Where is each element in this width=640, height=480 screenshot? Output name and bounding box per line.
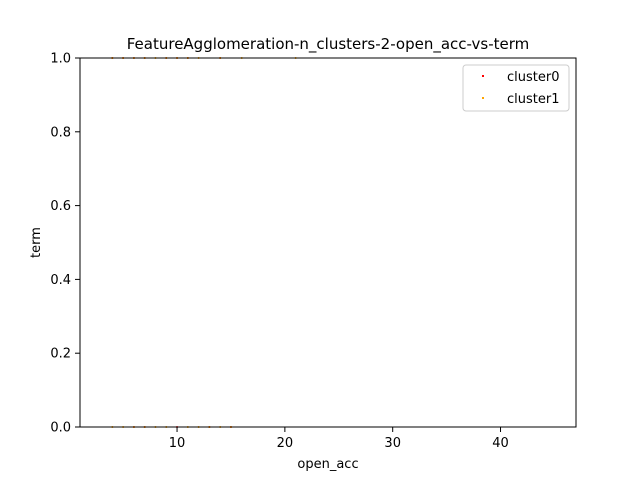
x-axis-ticks: 10 20 30 40 [169,427,509,451]
x-tick-label-20: 20 [277,436,294,451]
x-tick-label-30: 30 [384,436,401,451]
y-tick-label-4: 0.8 [50,125,71,140]
legend-box [462,64,570,112]
plot-frame [79,57,577,428]
y-tick-label-3: 0.6 [50,199,71,214]
x-tick-label-10: 10 [169,436,186,451]
x-tick-label-40: 40 [492,436,509,451]
legend-marker-cluster0 [482,75,484,77]
y-tick-label-0: 0.0 [50,421,71,436]
x-axis-label: open_acc [297,457,358,472]
chart-title: FeatureAgglomeration-n_clusters-2-open_a… [127,35,530,54]
y-axis-ticks: 0.0 0.2 0.4 0.6 0.8 1.0 [50,52,80,436]
y-axis-label: term [29,227,44,258]
y-tick-label-2: 0.4 [50,273,71,288]
legend-label-cluster0: cluster0 [507,70,559,85]
legend: cluster0 cluster1 [462,64,570,112]
legend-label-cluster1: cluster1 [507,92,559,107]
y-tick-label-5: 1.0 [50,52,71,67]
y-tick-label-1: 0.2 [50,347,71,362]
legend-marker-cluster1 [482,97,484,99]
